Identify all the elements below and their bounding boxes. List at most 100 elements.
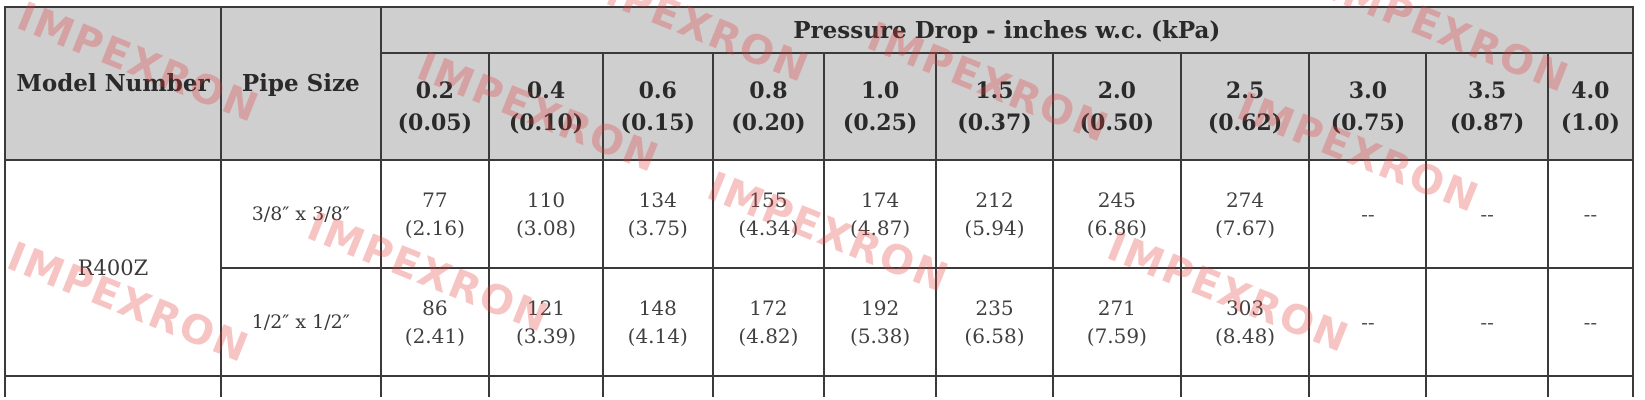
flow-cell: 77 (2.16) (379, 159, 491, 269)
column-header-kpa: (0.25) (842, 109, 918, 136)
flow-value-metric: (4.82) (738, 324, 799, 348)
empty-cell (4, 375, 222, 397)
header-model-number: Model Number (4, 6, 222, 161)
header-pressure-drop: Pressure Drop - inches w.c. (kPa) (379, 6, 1635, 54)
flow-value-metric: (8.48) (1214, 324, 1276, 348)
flow-value-metric: (5.94) (964, 216, 1025, 240)
flow-value: 303 (1225, 296, 1265, 320)
pipe-size-cell: 3/8″ x 3/8″ (219, 159, 382, 269)
flow-value: 174 (861, 188, 900, 212)
flow-value-metric: (6.86) (1086, 216, 1147, 240)
flow-cell: 155 (4.34) (711, 159, 826, 269)
flow-value-metric: (7.67) (1214, 216, 1276, 240)
empty-flow-cell: -- (1308, 267, 1428, 377)
column-header-kpa: (0.20) (731, 109, 806, 136)
flow-value-metric: (4.34) (738, 216, 799, 240)
empty-cell (1052, 375, 1182, 397)
column-header: 3.5 (0.87) (1425, 52, 1549, 161)
column-header-inwc: 4.0 (1571, 77, 1610, 104)
empty-flow-cell: -- (1546, 267, 1635, 377)
column-header-inwc: 0.6 (638, 77, 677, 104)
flow-cell: 172 (4.82) (711, 267, 826, 377)
flow-value-metric: (4.14) (627, 324, 688, 348)
column-header: 2.0 (0.50) (1052, 52, 1182, 161)
empty-cell (488, 375, 604, 397)
empty-cell (1425, 375, 1549, 397)
empty-cell (219, 375, 382, 397)
column-header: 2.5 (0.62) (1179, 52, 1311, 161)
column-header-kpa: (0.10) (508, 109, 584, 136)
header-row-columns: 0.2 (0.05) 0.4 (0.10) 0.6 (0.15) 0.8 (0.20) … (5, 52, 1635, 161)
column-header: 0.2 (0.05) (379, 52, 491, 161)
flow-cell: 121 (3.39) (488, 267, 604, 377)
empty-cell (379, 375, 491, 397)
flow-cell: 110 (3.08) (488, 159, 604, 269)
flow-value: 134 (638, 188, 677, 212)
flow-value-metric: (2.41) (404, 324, 465, 348)
column-header-inwc: 3.0 (1348, 77, 1388, 104)
empty-cell (601, 375, 714, 397)
flow-value-metric: (2.16) (404, 216, 465, 240)
flow-cell: 271 (7.59) (1052, 267, 1182, 377)
pipe-size-cell: 1/2″ x 1/2″ (219, 267, 382, 377)
column-header-kpa: (1.0) (1560, 109, 1620, 136)
header-row-title: Model Number Pipe Size Pressure Drop - i… (4, 6, 1635, 161)
column-header: 1.0 (0.25) (823, 52, 937, 161)
empty-flow-cell: -- (1546, 159, 1635, 269)
column-header-kpa: (0.62) (1207, 109, 1283, 136)
column-header-inwc: 0.8 (749, 77, 788, 104)
column-header: 0.8 (0.20) (711, 52, 826, 161)
column-header-kpa: (0.50) (1079, 109, 1155, 136)
flow-value: 155 (749, 188, 788, 212)
flow-value: 271 (1097, 296, 1136, 320)
flow-value: 148 (638, 296, 677, 320)
column-header-inwc: 0.2 (415, 77, 454, 104)
flow-value: 235 (975, 296, 1014, 320)
flow-value-metric: (3.39) (515, 324, 577, 348)
pressure-drop-table: Model Number Pipe Size Pressure Drop - i… (4, 6, 1635, 397)
column-header: 1.5 (0.37) (934, 52, 1055, 161)
flow-cell: 235 (6.58) (934, 267, 1055, 377)
flow-cell: 86 (2.41) (379, 267, 491, 377)
flow-value: 212 (975, 188, 1014, 212)
flow-value-metric: (7.59) (1086, 324, 1147, 348)
column-header-inwc: 1.0 (860, 77, 900, 104)
column-header-inwc: 3.5 (1467, 77, 1507, 104)
empty-cell (934, 375, 1055, 397)
flow-value: 192 (861, 296, 900, 320)
column-header: 4.0 (1.0) (1546, 52, 1635, 161)
flow-value-metric: (3.75) (627, 216, 688, 240)
column-header: 3.0 (0.75) (1308, 52, 1428, 161)
column-header-kpa: (0.87) (1449, 109, 1525, 136)
empty-cell (711, 375, 826, 397)
flow-value-metric: (4.87) (850, 216, 911, 240)
flow-value: 77 (422, 188, 448, 212)
flow-value-metric: (5.38) (850, 324, 911, 348)
empty-cell (1308, 375, 1428, 397)
column-header-kpa: (0.15) (620, 109, 695, 136)
flow-value: 245 (1097, 188, 1136, 212)
empty-cell (1546, 375, 1635, 397)
column-header-inwc: 0.4 (526, 77, 566, 104)
column-header-kpa: (0.75) (1330, 109, 1406, 136)
column-header-kpa: (0.05) (397, 109, 473, 136)
empty-flow-cell: -- (1425, 159, 1549, 269)
model-number-cell: R400Z (4, 159, 222, 377)
flow-cell: 134 (3.75) (601, 159, 714, 269)
flow-value: 110 (526, 188, 566, 212)
table-row: 1/2″ x 1/2″ 86 (2.41) 121 (3.39) 148 (4.14)… (5, 267, 1635, 377)
flow-cell: 192 (5.38) (823, 267, 937, 377)
column-header-inwc: 1.5 (975, 77, 1014, 104)
column-header-inwc: 2.0 (1097, 77, 1136, 104)
flow-value: 172 (749, 296, 788, 320)
flow-value-metric: (3.08) (515, 216, 577, 240)
flow-value: 86 (422, 296, 448, 320)
column-header: 0.6 (0.15) (601, 52, 714, 161)
empty-cell (1179, 375, 1311, 397)
flow-value: 121 (526, 296, 566, 320)
table-row: R400Z 3/8″ x 3/8″ 77 (2.16) 110 (3.08) 134… (4, 159, 1635, 377)
table-row-partial (4, 375, 1635, 397)
flow-cell: 245 (6.86) (1052, 159, 1182, 269)
flow-cell: 148 (4.14) (601, 267, 714, 377)
column-header-inwc: 2.5 (1225, 77, 1265, 104)
